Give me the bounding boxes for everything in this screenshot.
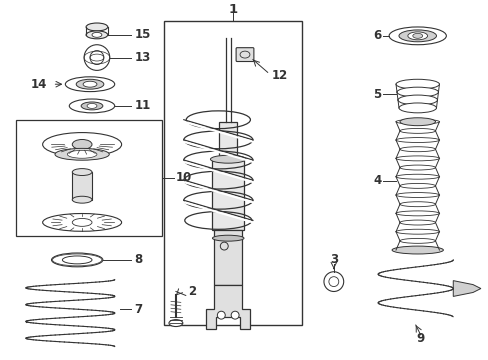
Ellipse shape	[395, 229, 439, 234]
Circle shape	[231, 311, 239, 319]
Ellipse shape	[62, 256, 92, 264]
Ellipse shape	[55, 148, 109, 160]
Ellipse shape	[72, 168, 92, 176]
Bar	[212, 159, 244, 230]
Circle shape	[323, 272, 343, 292]
Ellipse shape	[399, 129, 435, 133]
Ellipse shape	[81, 102, 102, 110]
Bar	[16, 120, 162, 236]
Ellipse shape	[395, 174, 439, 179]
Ellipse shape	[395, 156, 439, 161]
Text: 12: 12	[271, 69, 287, 82]
Ellipse shape	[395, 211, 439, 216]
Bar	[163, 21, 302, 325]
Ellipse shape	[412, 33, 422, 38]
Ellipse shape	[169, 320, 183, 327]
Ellipse shape	[65, 77, 115, 91]
Polygon shape	[452, 281, 480, 296]
Circle shape	[217, 311, 225, 319]
Text: 4: 4	[372, 175, 381, 188]
Ellipse shape	[399, 202, 435, 207]
Ellipse shape	[399, 238, 435, 243]
Ellipse shape	[83, 81, 97, 87]
Ellipse shape	[72, 139, 92, 149]
Polygon shape	[206, 285, 249, 329]
Text: 3: 3	[329, 253, 337, 266]
Ellipse shape	[395, 119, 439, 124]
Ellipse shape	[397, 95, 437, 105]
Text: 5: 5	[372, 87, 381, 100]
Text: 14: 14	[31, 78, 47, 91]
Ellipse shape	[42, 213, 122, 231]
Circle shape	[328, 277, 338, 287]
Ellipse shape	[86, 23, 107, 31]
Ellipse shape	[396, 87, 438, 97]
Circle shape	[84, 45, 109, 71]
Ellipse shape	[76, 79, 103, 89]
Ellipse shape	[399, 183, 435, 188]
Ellipse shape	[72, 196, 92, 203]
Ellipse shape	[395, 138, 439, 143]
Ellipse shape	[69, 99, 115, 113]
Text: 9: 9	[416, 332, 424, 345]
Ellipse shape	[212, 235, 244, 241]
Ellipse shape	[398, 103, 436, 113]
FancyBboxPatch shape	[236, 48, 253, 62]
Text: 6: 6	[372, 30, 381, 42]
Text: 11: 11	[134, 99, 150, 112]
Ellipse shape	[51, 253, 102, 267]
Text: 8: 8	[134, 253, 142, 266]
Text: 7: 7	[134, 303, 142, 316]
Ellipse shape	[72, 219, 92, 226]
Text: 13: 13	[134, 51, 150, 64]
Text: 2: 2	[187, 285, 196, 298]
Ellipse shape	[210, 155, 245, 163]
Text: 10: 10	[176, 171, 192, 184]
Text: 1: 1	[228, 3, 237, 16]
Text: 15: 15	[134, 28, 150, 41]
Ellipse shape	[391, 246, 443, 254]
Ellipse shape	[388, 27, 446, 45]
Ellipse shape	[395, 193, 439, 198]
Bar	[219, 122, 237, 159]
Ellipse shape	[399, 147, 435, 152]
Circle shape	[90, 51, 103, 64]
Ellipse shape	[407, 32, 427, 40]
Ellipse shape	[42, 132, 122, 156]
Bar	[214, 230, 242, 285]
Ellipse shape	[399, 220, 435, 225]
Ellipse shape	[92, 32, 102, 37]
Ellipse shape	[399, 165, 435, 170]
Bar	[72, 172, 92, 200]
Ellipse shape	[86, 31, 107, 39]
Ellipse shape	[398, 30, 436, 42]
Ellipse shape	[87, 103, 97, 108]
Ellipse shape	[395, 79, 439, 89]
Ellipse shape	[399, 118, 435, 126]
Ellipse shape	[67, 150, 97, 158]
